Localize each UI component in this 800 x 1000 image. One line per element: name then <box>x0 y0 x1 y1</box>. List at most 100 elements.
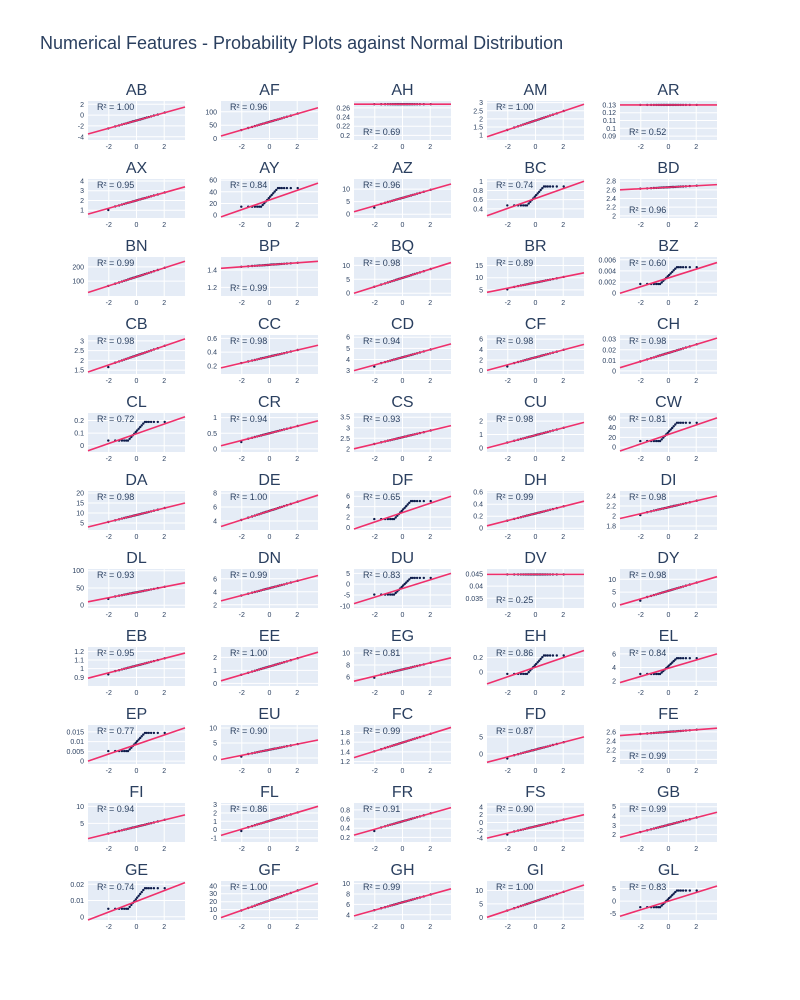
x-tick-label: 2 <box>561 768 565 775</box>
data-point <box>273 190 276 193</box>
r-squared-label: R² = 0.52 <box>629 127 666 137</box>
subplot-da: DA -2 0 2 5 10 15 20 R² = 0.98 <box>76 472 186 541</box>
data-point <box>660 281 663 284</box>
r-squared-label: R² = 0.60 <box>629 258 666 268</box>
data-point <box>240 829 243 833</box>
data-point <box>143 420 147 424</box>
data-point <box>253 205 257 208</box>
fit-line <box>486 343 585 372</box>
y-tick-label: 0 <box>80 443 84 450</box>
data-point <box>658 906 662 909</box>
data-point <box>551 185 555 188</box>
data-point <box>128 437 131 440</box>
subplot-title: GL <box>658 862 679 879</box>
x-tick-label: 2 <box>694 924 698 931</box>
data-point <box>163 887 166 890</box>
x-tick-label: -2 <box>638 612 644 619</box>
x-tick-label: 0 <box>268 222 272 229</box>
r-squared-label: R² = 0.99 <box>496 492 533 502</box>
x-tick-label: 0 <box>401 690 405 697</box>
data-point <box>415 576 419 580</box>
data-point <box>136 740 139 743</box>
y-tick-label: 0.015 <box>66 729 84 736</box>
data-point <box>535 193 538 197</box>
subplot-title: AB <box>126 82 147 99</box>
data-point <box>639 282 642 286</box>
data-point <box>140 424 143 427</box>
fit-line <box>87 106 186 135</box>
y-tick-label: 15 <box>76 501 84 508</box>
y-tick-label: 0 <box>80 914 84 921</box>
y-tick-label: 0.2 <box>340 835 350 842</box>
y-tick-label: 0.4 <box>340 826 350 833</box>
y-tick-label: 2.4 <box>606 494 616 501</box>
x-tick-label: 2 <box>694 690 698 697</box>
data-point <box>413 576 416 580</box>
data-point <box>548 185 552 188</box>
y-tick-label: 0 <box>346 212 350 219</box>
y-tick-label: 5 <box>612 590 616 597</box>
fit-line <box>619 337 718 369</box>
y-tick-label: 2 <box>80 102 84 109</box>
data-point <box>658 282 662 286</box>
r-squared-label: R² = 0.93 <box>363 414 400 424</box>
x-tick-label: 2 <box>428 846 432 853</box>
x-tick-label: 0 <box>667 846 671 853</box>
x-tick-label: 2 <box>162 456 166 463</box>
x-tick-label: 2 <box>428 534 432 541</box>
x-tick-label: -2 <box>106 144 112 151</box>
subplot-eu: EU -2 0 2 0 5 10 R² = 0.90 <box>209 706 319 775</box>
data-point <box>125 749 128 753</box>
fit-line <box>87 727 186 762</box>
data-point <box>107 208 110 212</box>
y-tick-label: 6 <box>213 505 217 512</box>
x-tick-label: 2 <box>428 222 432 229</box>
fit-line <box>87 502 186 528</box>
subplot-ch: CH -2 0 2 0 0.01 0.02 0.03 R² = 0.98 <box>602 316 718 385</box>
x-tick-label: -2 <box>638 924 644 931</box>
y-tick-label: 5 <box>479 734 483 741</box>
data-point <box>679 889 682 892</box>
data-point <box>123 907 126 910</box>
data-point <box>134 898 137 901</box>
r-squared-label: R² = 1.00 <box>230 648 267 658</box>
data-point <box>639 599 642 602</box>
fit-line <box>220 739 319 761</box>
x-tick-label: -2 <box>505 846 511 853</box>
subplot-ah: AH -2 0 2 0.2 0.22 0.24 0.26 R² = 0.69 <box>336 82 451 151</box>
data-point <box>681 657 685 660</box>
x-tick-label: 0 <box>268 378 272 385</box>
subplot-cb: CB -2 0 2 1.5 2 2.5 3 R² = 0.98 <box>74 316 186 385</box>
y-tick-label: 2 <box>479 419 483 426</box>
data-point <box>391 517 394 521</box>
r-squared-label: R² = 0.95 <box>97 648 134 658</box>
y-tick-label: 30 <box>209 891 217 898</box>
data-point <box>548 654 552 657</box>
y-tick-label: 2.5 <box>74 348 84 355</box>
y-tick-label: 0 <box>479 915 483 922</box>
data-point <box>137 894 140 897</box>
subplot-fd: FD -2 0 2 0 5 R² = 0.87 <box>479 706 585 775</box>
data-point <box>681 889 685 892</box>
y-tick-label: 50 <box>76 585 84 592</box>
data-point <box>668 664 671 667</box>
x-tick-label: 2 <box>428 612 432 619</box>
data-point <box>674 267 677 270</box>
data-point <box>125 907 128 910</box>
y-tick-label: 4 <box>346 504 350 511</box>
x-tick-label: 2 <box>561 612 565 619</box>
data-point <box>413 499 416 503</box>
r-squared-label: R² = 0.81 <box>629 414 666 424</box>
y-tick-label: 15 <box>475 263 483 270</box>
x-tick-label: 2 <box>428 924 432 931</box>
x-tick-label: -2 <box>638 690 644 697</box>
y-tick-label: 2 <box>213 810 217 817</box>
x-tick-label: 2 <box>162 690 166 697</box>
y-tick-label: 10 <box>342 187 350 194</box>
data-point <box>149 731 153 735</box>
y-tick-label: 20 <box>76 491 84 498</box>
subplot-title: EE <box>259 628 280 645</box>
x-tick-label: 0 <box>135 534 139 541</box>
data-point <box>409 499 413 503</box>
